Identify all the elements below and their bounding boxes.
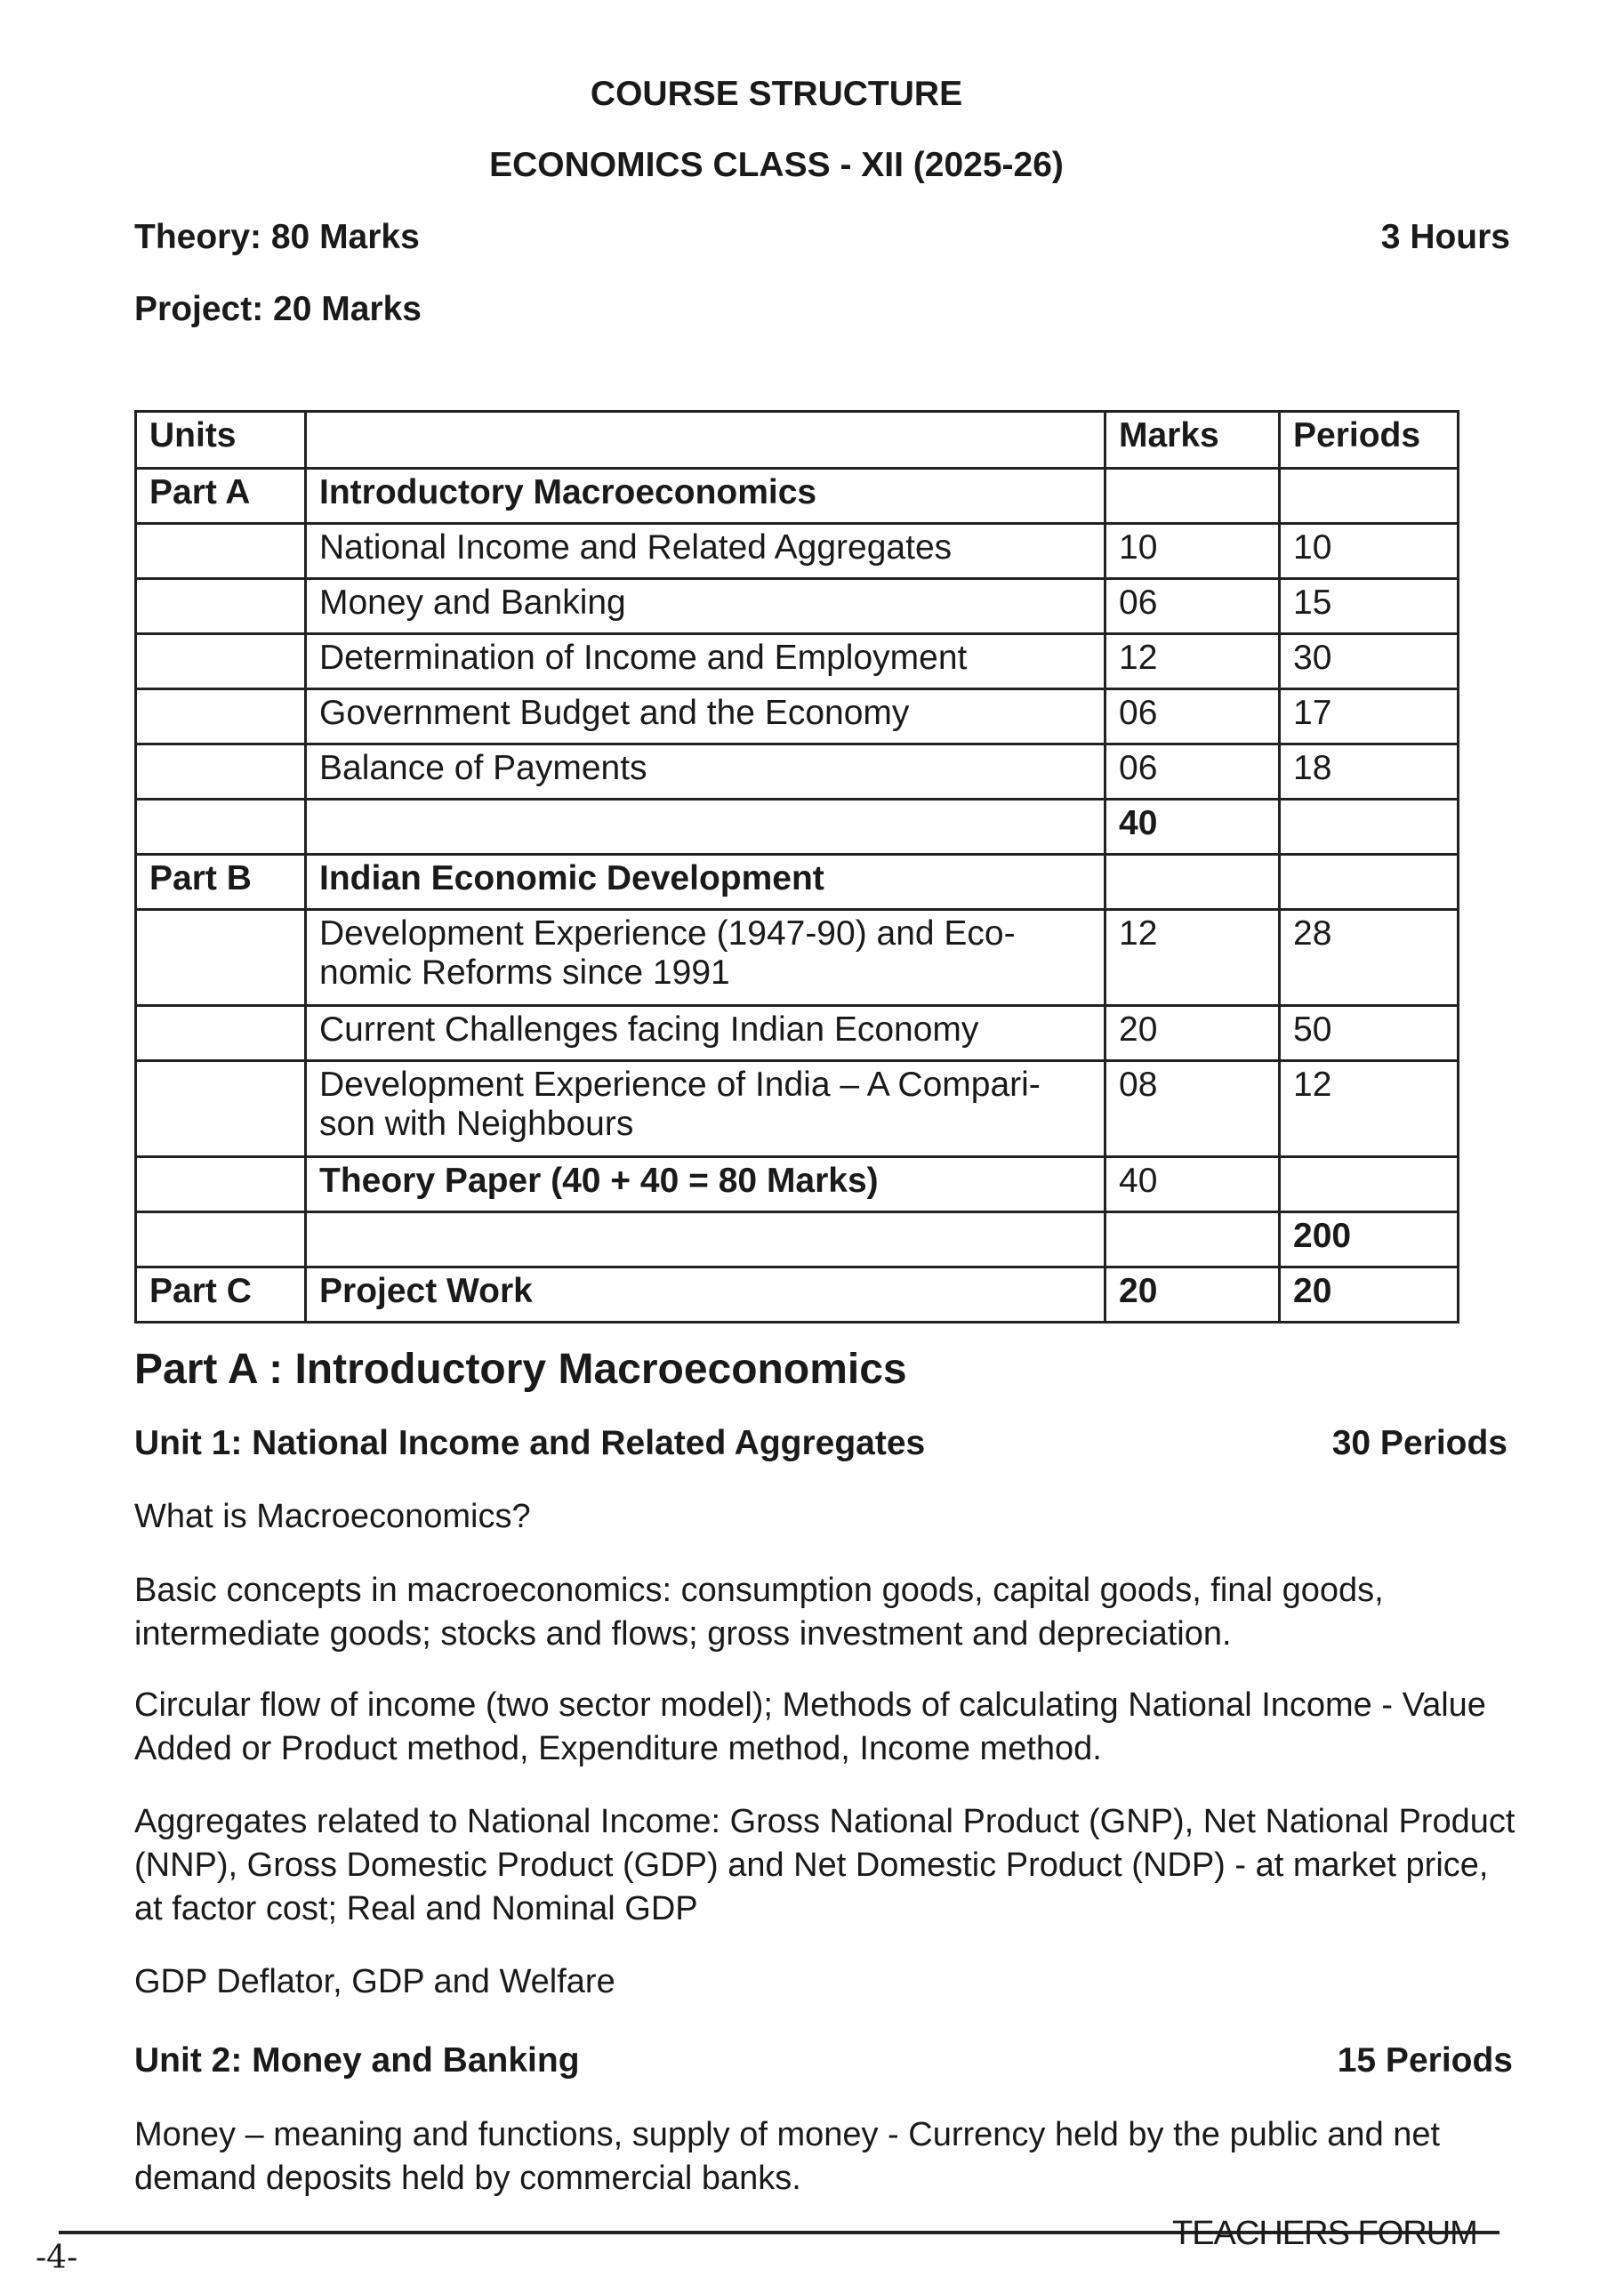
unit-cell: Part B bbox=[134, 853, 307, 911]
page-subtitle: ECONOMICS CLASS - XII (2025-26) bbox=[489, 146, 1064, 184]
header-marks: Marks bbox=[1104, 410, 1281, 470]
paragraph: GDP Deflator, GDP and Welfare bbox=[134, 1963, 615, 2000]
unit1-title: Unit 1: National Income and Related Aggr… bbox=[134, 1424, 926, 1462]
table-row: 40 bbox=[134, 798, 1459, 856]
marks-cell: 06 bbox=[1104, 743, 1281, 801]
title-cell: Indian Economic Development bbox=[304, 853, 1106, 911]
title-cell bbox=[304, 1211, 1106, 1268]
project-marks: Project: 20 Marks bbox=[134, 290, 422, 328]
publisher-name: TEACHERS FORUM bbox=[1172, 2215, 1478, 2252]
paragraph: Basic concepts in macroeconomics: consum… bbox=[134, 1572, 1384, 1653]
table-row: Part A Introductory Macroeconomics bbox=[134, 467, 1459, 525]
table-row: Development Experience (1947-90) and Eco… bbox=[134, 908, 1459, 1007]
page-number: -4- bbox=[36, 2240, 78, 2276]
table-row: Part C Project Work 20 20 bbox=[134, 1266, 1459, 1324]
periods-cell: 28 bbox=[1278, 908, 1459, 1007]
unit-cell: Part C bbox=[134, 1266, 307, 1324]
table-row: Part B Indian Economic Development bbox=[134, 853, 1459, 911]
marks-cell: 08 bbox=[1104, 1059, 1281, 1158]
marks-cell: 10 bbox=[1104, 522, 1281, 580]
periods-cell: 15 bbox=[1278, 577, 1459, 635]
marks-cell: 20 bbox=[1104, 1004, 1281, 1062]
title-cell: Government Budget and the Economy bbox=[304, 688, 1106, 745]
unit-cell bbox=[134, 522, 307, 580]
title-cell: Theory Paper (40 + 40 = 80 Marks) bbox=[304, 1155, 1106, 1213]
periods-cell: 20 bbox=[1278, 1266, 1459, 1324]
periods-cell: 200 bbox=[1278, 1211, 1459, 1268]
marks-cell bbox=[1104, 853, 1281, 911]
marks-cell bbox=[1104, 467, 1281, 525]
periods-cell bbox=[1278, 1155, 1459, 1213]
header-units: Units bbox=[134, 410, 307, 470]
periods-cell: 30 bbox=[1278, 632, 1459, 690]
title-cell: Current Challenges facing Indian Economy bbox=[304, 1004, 1106, 1062]
title-cell: Introductory Macroeconomics bbox=[304, 467, 1106, 525]
header-periods: Periods bbox=[1278, 410, 1459, 470]
table-row: Money and Banking 06 15 bbox=[134, 577, 1459, 635]
title-cell: Project Work bbox=[304, 1266, 1106, 1324]
title-cell: Determination of Income and Employment bbox=[304, 632, 1106, 690]
periods-cell bbox=[1278, 853, 1459, 911]
unit2-heading: Unit 2: Money and Banking 15 Periods bbox=[134, 2041, 1513, 2080]
periods-cell: 18 bbox=[1278, 743, 1459, 801]
unit-cell: Part A bbox=[134, 467, 307, 525]
paragraph: Aggregates related to National Income: G… bbox=[134, 1803, 1515, 1927]
title-cell: Money and Banking bbox=[304, 577, 1106, 635]
periods-cell: 50 bbox=[1278, 1004, 1459, 1062]
marks-cell: 06 bbox=[1104, 688, 1281, 745]
header-blank bbox=[304, 410, 1106, 470]
table-row: National Income and Related Aggregates 10… bbox=[134, 522, 1459, 580]
footer-divider bbox=[59, 2231, 1499, 2234]
table-row: Balance of Payments 06 18 bbox=[134, 743, 1459, 801]
periods-cell: 10 bbox=[1278, 522, 1459, 580]
table-row: 200 bbox=[134, 1211, 1459, 1268]
unit-cell bbox=[134, 688, 307, 745]
unit-cell bbox=[134, 1211, 307, 1268]
table-row: Development Experience of India – A Comp… bbox=[134, 1059, 1459, 1158]
title-cell: Development Experience (1947-90) and Eco… bbox=[304, 908, 1106, 1007]
unit1-heading: Unit 1: National Income and Related Aggr… bbox=[134, 1424, 1513, 1463]
periods-cell: 17 bbox=[1278, 688, 1459, 745]
title-cell: Development Experience of India – A Comp… bbox=[304, 1059, 1106, 1158]
duration: 3 Hours bbox=[1380, 218, 1510, 256]
marks-cell: 12 bbox=[1104, 908, 1281, 1007]
unit2-periods: 15 Periods bbox=[1337, 2041, 1513, 2080]
paragraph: Circular flow of income (two sector mode… bbox=[134, 1686, 1486, 1767]
marks-cell: 40 bbox=[1104, 798, 1281, 856]
unit-cell bbox=[134, 577, 307, 635]
unit-cell bbox=[134, 1155, 307, 1213]
title-cell bbox=[304, 798, 1106, 856]
unit-cell bbox=[134, 798, 307, 856]
marks-cell: 12 bbox=[1104, 632, 1281, 690]
marks-cell: 06 bbox=[1104, 577, 1281, 635]
marks-cell bbox=[1104, 1211, 1281, 1268]
marks-cell: 40 bbox=[1104, 1155, 1281, 1213]
unit-cell bbox=[134, 1059, 307, 1158]
paragraph: What is Macroeconomics? bbox=[134, 1498, 531, 1535]
table-row: Current Challenges facing Indian Economy… bbox=[134, 1004, 1459, 1062]
table-row: Determination of Income and Employment 12… bbox=[134, 632, 1459, 690]
paragraph: Money – meaning and functions, supply of… bbox=[134, 2116, 1441, 2197]
unit-cell bbox=[134, 1004, 307, 1062]
unit-cell bbox=[134, 743, 307, 801]
title-cell: National Income and Related Aggregates bbox=[304, 522, 1106, 580]
periods-cell: 12 bbox=[1278, 1059, 1459, 1158]
theory-marks: Theory: 80 Marks bbox=[134, 218, 420, 256]
table-row: Government Budget and the Economy 06 17 bbox=[134, 688, 1459, 745]
marks-cell: 20 bbox=[1104, 1266, 1281, 1324]
unit-cell bbox=[134, 908, 307, 1007]
periods-cell bbox=[1278, 467, 1459, 525]
unit2-title: Unit 2: Money and Banking bbox=[134, 2041, 580, 2080]
course-structure-table: Units Marks Periods Part A Introductory M… bbox=[134, 410, 1459, 1324]
section-heading: Part A : Introductory Macroeconomics bbox=[134, 1346, 907, 1393]
unit1-periods: 30 Periods bbox=[1331, 1424, 1507, 1462]
periods-cell bbox=[1278, 798, 1459, 856]
table-row: Theory Paper (40 + 40 = 80 Marks) 40 bbox=[134, 1155, 1459, 1213]
title-cell: Balance of Payments bbox=[304, 743, 1106, 801]
unit-cell bbox=[134, 632, 307, 690]
page-title: COURSE STRUCTURE bbox=[590, 75, 963, 113]
table-header-row: Units Marks Periods bbox=[134, 410, 1459, 470]
